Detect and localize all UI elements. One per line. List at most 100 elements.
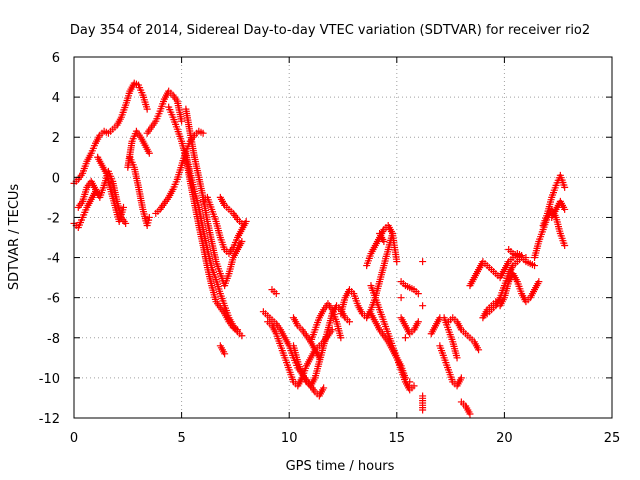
- data-point-run: [102, 128, 110, 136]
- data-point-run: [295, 376, 305, 388]
- data-point-run: [187, 180, 198, 205]
- x-tick-label: 10: [281, 431, 298, 446]
- data-point-run: [204, 266, 215, 287]
- data-point-run: [399, 280, 407, 288]
- data-point-run: [144, 216, 153, 227]
- series-track-15: [290, 302, 353, 390]
- data-point-run: [98, 129, 106, 137]
- data-point-run: [510, 272, 520, 284]
- data-point-run: [531, 240, 542, 259]
- data-point-run: [433, 316, 443, 328]
- data-point-run: [218, 306, 227, 316]
- y-tick-label: 2: [52, 131, 60, 146]
- data-point-run: [304, 334, 313, 344]
- data-point-run: [142, 143, 152, 155]
- data-point-run: [463, 404, 471, 412]
- series-track-17: [290, 314, 323, 362]
- data-point-run: [182, 107, 194, 135]
- data-point-run: [511, 260, 519, 268]
- data-point-run: [204, 248, 215, 269]
- series-track-6: [165, 103, 242, 334]
- data-point-run: [269, 324, 279, 336]
- data-point-run: [403, 380, 413, 392]
- data-point-run: [266, 320, 274, 328]
- series-track-4: [126, 153, 153, 229]
- data-point-run: [329, 308, 340, 323]
- plot-frame: [73, 56, 613, 419]
- data-point-run: [381, 320, 391, 335]
- data-point-run: [230, 236, 240, 249]
- data-point-run: [524, 296, 532, 304]
- data-point-run: [193, 129, 201, 137]
- series-track-10: [216, 193, 246, 227]
- data-point-run: [377, 232, 387, 243]
- data-point-run: [304, 356, 314, 368]
- data-point-run: [182, 156, 194, 183]
- data-point-run: [262, 310, 269, 318]
- data-point-run: [226, 256, 237, 275]
- data-point-run: [385, 224, 395, 235]
- data-point-run: [162, 89, 172, 101]
- data-point-run: [231, 325, 239, 333]
- x-tick-label: 0: [70, 431, 78, 446]
- data-point-run: [520, 256, 528, 264]
- data-point-run: [75, 216, 85, 229]
- series-track-34: [531, 205, 569, 262]
- data-point-run: [158, 201, 167, 211]
- y-tick-label: -10: [39, 372, 60, 387]
- series-track-19: [363, 221, 414, 386]
- y-tick-label: -6: [47, 292, 60, 307]
- data-point-run: [95, 155, 105, 167]
- data-point-run: [167, 89, 175, 97]
- data-point-run: [441, 356, 452, 371]
- data-point-run: [93, 133, 103, 145]
- data-point-run: [231, 211, 240, 221]
- data-point-run: [501, 280, 512, 299]
- y-tick-label: -2: [47, 211, 60, 226]
- data-point-run: [377, 328, 386, 338]
- data-point-run: [209, 208, 219, 223]
- data-point-run: [213, 260, 223, 275]
- data-point-run: [223, 203, 231, 211]
- data-point-run: [230, 248, 240, 259]
- series-track-32: [479, 270, 543, 322]
- series-track-14: [268, 286, 280, 298]
- data-point-run: [97, 184, 107, 199]
- data-point-run: [154, 207, 162, 215]
- data-point-run: [540, 216, 551, 231]
- data-point-run: [222, 312, 232, 324]
- data-point-run: [187, 172, 198, 193]
- data-point-run: [557, 199, 568, 211]
- data-point-run: [282, 336, 292, 348]
- data-point-run: [84, 151, 94, 163]
- data-point-run: [270, 318, 278, 326]
- data-point-run: [454, 320, 464, 332]
- data-point-run: [174, 164, 185, 181]
- data-point-run: [135, 186, 146, 211]
- series-track-26: [427, 314, 461, 362]
- data-point-run: [88, 142, 98, 155]
- data-point-run: [481, 260, 489, 268]
- data-point-run: [138, 135, 148, 147]
- y-tick-label: 0: [52, 171, 60, 186]
- data-point-run: [368, 312, 378, 324]
- data-points: [70, 79, 569, 418]
- data-point-run: [236, 218, 244, 225]
- data-point-run: [320, 328, 331, 347]
- x-axis-label: GPS time / hours: [286, 459, 395, 474]
- data-point-run: [338, 296, 348, 315]
- data-point-run: [166, 106, 176, 119]
- data-point-run: [213, 278, 224, 295]
- axis-ticks: 0 5 10 15 20 25 -12 -10 -8 -6 -4 -2 0 2 4 6: [39, 51, 621, 446]
- data-point-run: [278, 344, 288, 359]
- data-point-run: [364, 252, 374, 267]
- series-track-24: [397, 314, 422, 338]
- data-point-run: [99, 163, 109, 175]
- data-point-run: [131, 166, 142, 189]
- data-point-run: [170, 116, 180, 131]
- data-point-run: [372, 296, 383, 311]
- data-point-run: [497, 296, 507, 308]
- data-point-run: [178, 150, 189, 167]
- data-point-run: [129, 130, 139, 143]
- data-point-run: [528, 261, 536, 269]
